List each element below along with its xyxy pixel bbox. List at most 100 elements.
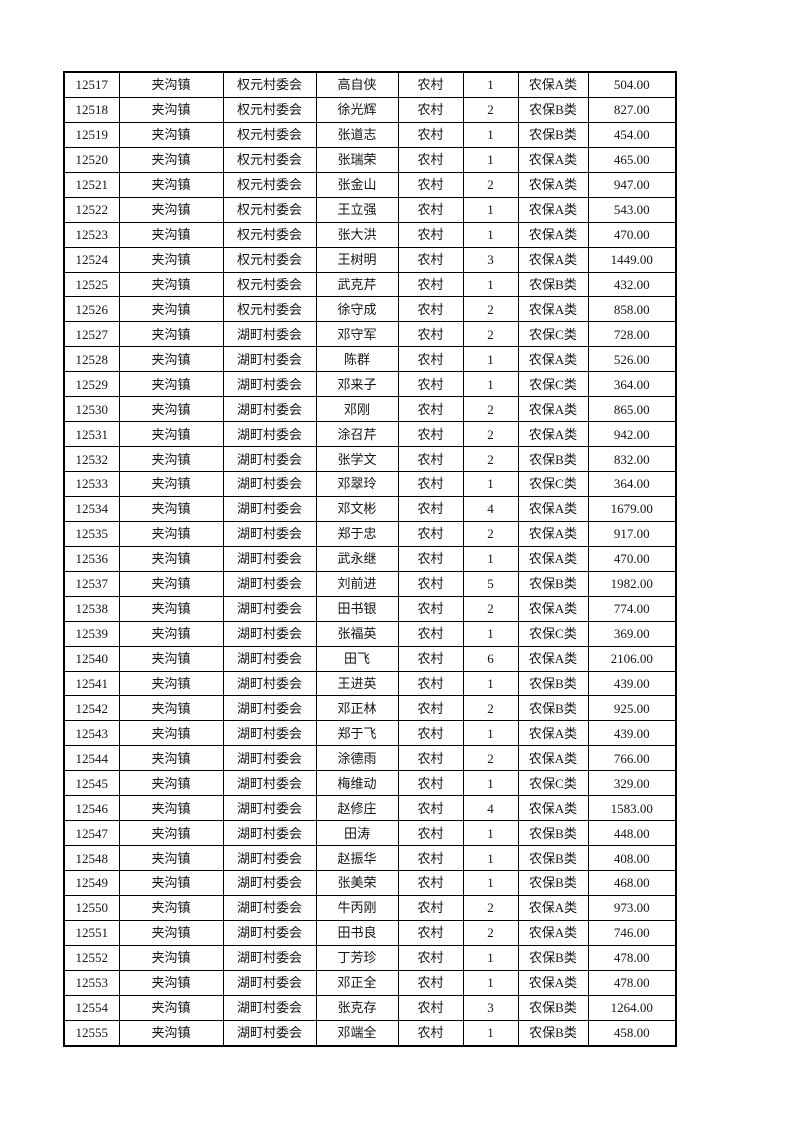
cell-town: 夹沟镇	[118, 845, 224, 871]
cell-serial-number: 12532	[63, 446, 120, 472]
cell-household-type: 农村	[397, 545, 464, 572]
cell-town: 夹沟镇	[118, 770, 224, 797]
cell-insurance-category: 农保C类	[517, 471, 589, 497]
cell-person-name: 邓文彬	[315, 495, 399, 522]
table-row: 12546 夹沟镇 湖町村委会 赵修庄 农村 4 农保A类 1583.00	[63, 795, 677, 822]
table-row: 12551 夹沟镇 湖町村委会 田书良 农村 2 农保A类 746.00	[63, 919, 677, 946]
table-row: 12542 夹沟镇 湖町村委会 邓正林 农村 2 农保B类 925.00	[63, 695, 677, 722]
cell-serial-number: 12546	[63, 795, 120, 822]
cell-person-name: 赵修庄	[315, 795, 399, 822]
cell-household-type: 农村	[397, 471, 464, 497]
cell-person-name: 张学文	[315, 446, 399, 472]
cell-household-type: 农村	[397, 495, 464, 522]
table-row: 12544 夹沟镇 湖町村委会 涂德雨 农村 2 农保A类 766.00	[63, 745, 677, 772]
cell-serial-number: 12533	[63, 471, 120, 497]
cell-household-type: 农村	[397, 894, 464, 921]
cell-insurance-category: 农保B类	[517, 845, 589, 871]
cell-serial-number: 12519	[63, 121, 120, 148]
cell-amount: 973.00	[587, 894, 677, 921]
cell-village-committee: 湖町村委会	[222, 919, 317, 946]
cell-serial-number: 12538	[63, 595, 120, 622]
cell-serial-number: 12536	[63, 545, 120, 572]
cell-serial-number: 12535	[63, 520, 120, 547]
cell-person-name: 牛丙刚	[315, 894, 399, 921]
cell-amount: 942.00	[587, 421, 677, 448]
cell-person-name: 涂召芹	[315, 421, 399, 448]
table-row: 12547 夹沟镇 湖町村委会 田涛 农村 1 农保B类 448.00	[63, 820, 677, 847]
cell-person-count: 2	[462, 296, 519, 323]
cell-village-committee: 湖町村委会	[222, 720, 317, 747]
cell-amount: 1679.00	[587, 495, 677, 522]
cell-insurance-category: 农保A类	[517, 894, 589, 921]
cell-insurance-category: 农保C类	[517, 371, 589, 398]
cell-village-committee: 权元村委会	[222, 221, 317, 248]
cell-household-type: 农村	[397, 371, 464, 398]
cell-person-count: 2	[462, 894, 519, 921]
cell-village-committee: 湖町村委会	[222, 495, 317, 522]
cell-village-committee: 湖町村委会	[222, 371, 317, 398]
table-row: 12523 夹沟镇 权元村委会 张大洪 农村 1 农保A类 470.00	[63, 221, 677, 248]
cell-household-type: 农村	[397, 520, 464, 547]
cell-person-name: 张美荣	[315, 870, 399, 896]
table-row: 12537 夹沟镇 湖町村委会 刘前进 农村 5 农保B类 1982.00	[63, 570, 677, 597]
cell-person-count: 1	[462, 346, 519, 373]
cell-village-committee: 权元村委会	[222, 246, 317, 273]
cell-serial-number: 12544	[63, 745, 120, 772]
cell-insurance-category: 农保B类	[517, 271, 589, 298]
cell-person-name: 张大洪	[315, 221, 399, 248]
cell-insurance-category: 农保B类	[517, 670, 589, 697]
cell-serial-number: 12551	[63, 919, 120, 946]
table-row: 12536 夹沟镇 湖町村委会 武永继 农村 1 农保A类 470.00	[63, 545, 677, 572]
cell-town: 夹沟镇	[118, 695, 224, 722]
cell-town: 夹沟镇	[118, 520, 224, 547]
cell-serial-number: 12518	[63, 96, 120, 123]
cell-amount: 478.00	[587, 969, 677, 996]
cell-person-name: 邓来子	[315, 371, 399, 398]
cell-serial-number: 12534	[63, 495, 120, 522]
cell-person-count: 1	[462, 71, 519, 98]
table-row: 12517 夹沟镇 权元村委会 高自侠 农村 1 农保A类 504.00	[63, 71, 677, 98]
table-row: 12527 夹沟镇 湖町村委会 邓守军 农村 2 农保C类 728.00	[63, 321, 677, 348]
table-row: 12531 夹沟镇 湖町村委会 涂召芹 农村 2 农保A类 942.00	[63, 421, 677, 448]
cell-household-type: 农村	[397, 321, 464, 348]
table-row: 12534 夹沟镇 湖町村委会 邓文彬 农村 4 农保A类 1679.00	[63, 495, 677, 522]
cell-serial-number: 12541	[63, 670, 120, 697]
cell-town: 夹沟镇	[118, 994, 224, 1021]
table-row: 12529 夹沟镇 湖町村委会 邓来子 农村 1 农保C类 364.00	[63, 371, 677, 398]
cell-amount: 504.00	[587, 71, 677, 98]
cell-insurance-category: 农保A类	[517, 296, 589, 323]
cell-household-type: 农村	[397, 919, 464, 946]
cell-person-name: 邓端全	[315, 1019, 399, 1047]
cell-person-name: 田书银	[315, 595, 399, 622]
cell-household-type: 农村	[397, 421, 464, 448]
cell-town: 夹沟镇	[118, 96, 224, 123]
cell-insurance-category: 农保B类	[517, 944, 589, 971]
cell-town: 夹沟镇	[118, 720, 224, 747]
cell-serial-number: 12539	[63, 620, 120, 647]
cell-serial-number: 12542	[63, 695, 120, 722]
cell-village-committee: 湖町村委会	[222, 520, 317, 547]
cell-person-count: 6	[462, 645, 519, 672]
cell-amount: 439.00	[587, 670, 677, 697]
cell-person-count: 1	[462, 221, 519, 248]
cell-town: 夹沟镇	[118, 221, 224, 248]
cell-household-type: 农村	[397, 994, 464, 1021]
cell-amount: 543.00	[587, 196, 677, 223]
cell-person-name: 郑于飞	[315, 720, 399, 747]
cell-town: 夹沟镇	[118, 620, 224, 647]
cell-amount: 465.00	[587, 146, 677, 173]
table-row: 12518 夹沟镇 权元村委会 徐光辉 农村 2 农保B类 827.00	[63, 96, 677, 123]
cell-household-type: 农村	[397, 645, 464, 672]
cell-person-count: 1	[462, 545, 519, 572]
cell-amount: 774.00	[587, 595, 677, 622]
cell-amount: 925.00	[587, 695, 677, 722]
cell-household-type: 农村	[397, 670, 464, 697]
cell-insurance-category: 农保B类	[517, 820, 589, 847]
cell-household-type: 农村	[397, 570, 464, 597]
cell-town: 夹沟镇	[118, 495, 224, 522]
cell-village-committee: 湖町村委会	[222, 994, 317, 1021]
cell-person-count: 4	[462, 495, 519, 522]
table-row: 12545 夹沟镇 湖町村委会 梅维动 农村 1 农保C类 329.00	[63, 770, 677, 797]
table-row: 12548 夹沟镇 湖町村委会 赵振华 农村 1 农保B类 408.00	[63, 845, 677, 871]
cell-amount: 1264.00	[587, 994, 677, 1021]
